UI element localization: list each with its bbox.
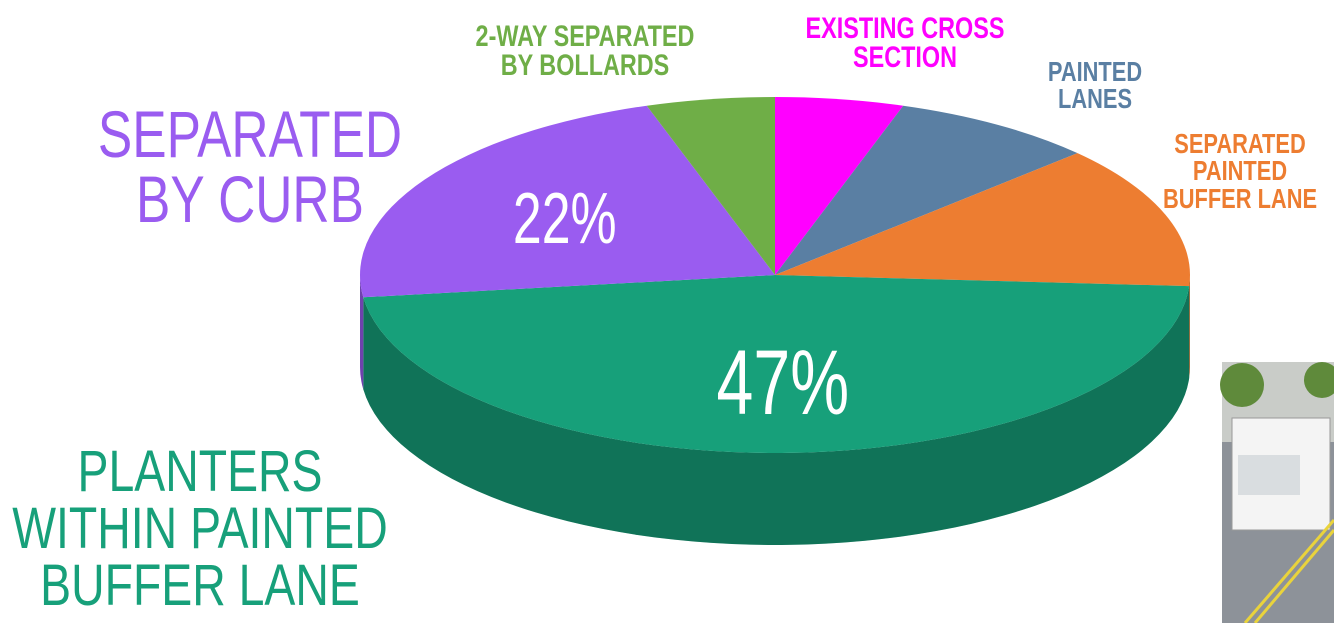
slice-side (363, 286, 1190, 546)
category-label: PAINTED LANES (1047, 56, 1143, 115)
photo-road-line (1243, 519, 1334, 623)
slice (775, 153, 1190, 287)
slice (363, 275, 1190, 454)
slice (775, 97, 904, 275)
photo-tree (1304, 362, 1334, 398)
pie: 47% 22% (360, 97, 1190, 546)
category-label: PLANTERS WITHIN PAINTED BUFFER LANE (12, 439, 388, 618)
category-label: SEPARATED BY CURB (97, 97, 403, 236)
category-label: 2-WAY SEPARATED BY BOLLARDS (475, 20, 695, 83)
truck-photo (1220, 362, 1334, 623)
data-label: 47% (717, 330, 850, 433)
photo-tree (1220, 363, 1264, 407)
slice (646, 97, 775, 275)
slice (360, 105, 775, 298)
category-label: EXISTING CROSS SECTION (805, 12, 1005, 75)
slice (775, 105, 1078, 275)
category-label: SEPARATED PAINTED BUFFER LANE (1162, 128, 1318, 214)
photo-road-line (1253, 529, 1334, 623)
slice-side-shade (1189, 275, 1190, 379)
photo-truck-window (1238, 455, 1300, 495)
slice-side (360, 275, 364, 390)
slice-side (1189, 275, 1190, 379)
slice-side-shade (360, 275, 364, 390)
slice-side-shade (363, 286, 1190, 546)
data-label: 22% (513, 179, 617, 259)
